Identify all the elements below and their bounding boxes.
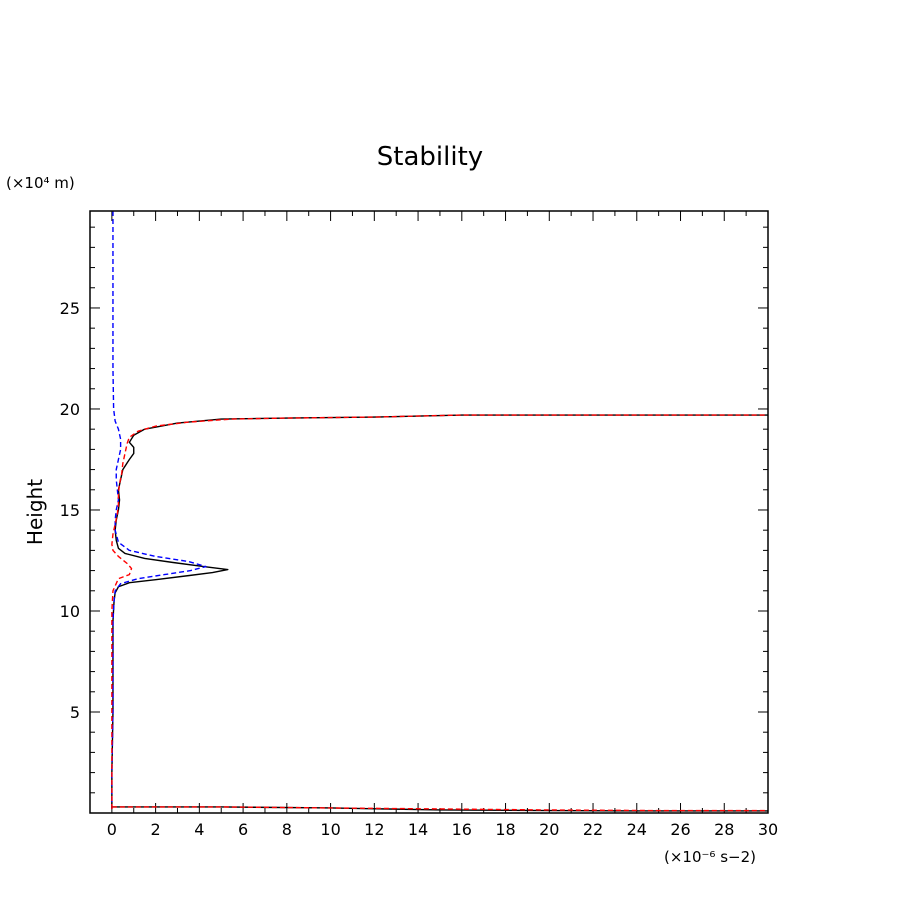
y-axis-title: Height [23,479,47,545]
y-tick-label: 5 [70,703,80,722]
series-line-5 [111,806,768,812]
x-tick-label: 20 [539,820,559,839]
x-tick-label: 12 [364,820,384,839]
y-tick-label: 25 [60,299,80,318]
x-unit-label: (×10⁻⁶ s−2) [664,848,756,866]
x-tick-label: 24 [627,820,647,839]
x-axis-ticks: 0 2 4 6 8 10 12 14 16 18 20 22 24 26 28 30 [89,211,778,839]
x-tick-label: 4 [194,820,204,839]
x-tick-label: 26 [670,820,690,839]
series-line-2 [111,211,207,809]
x-tick-label: 14 [408,820,428,839]
x-tick-label: 22 [583,820,603,839]
x-tick-label: 2 [151,820,161,839]
x-tick-label: 6 [238,820,248,839]
x-tick-label: 0 [107,820,117,839]
x-tick-label: 28 [714,820,734,839]
y-tick-label: 10 [60,602,80,621]
series-layer [111,211,768,812]
y-tick-label: 15 [60,501,80,520]
x-tick-label: 8 [282,820,292,839]
x-tick-label: 10 [320,820,340,839]
y-tick-label: 20 [60,400,80,419]
y-unit-label: (×10⁴ m) [6,174,75,192]
series-line-3 [111,414,768,809]
chart-title: Stability [377,142,483,172]
plot-frame [89,210,769,814]
x-tick-label: 30 [758,820,778,839]
y-axis-ticks: 5 10 15 20 25 [60,226,768,794]
series-line-1 [111,414,768,809]
x-tick-label: 18 [495,820,515,839]
x-tick-label: 16 [452,820,472,839]
